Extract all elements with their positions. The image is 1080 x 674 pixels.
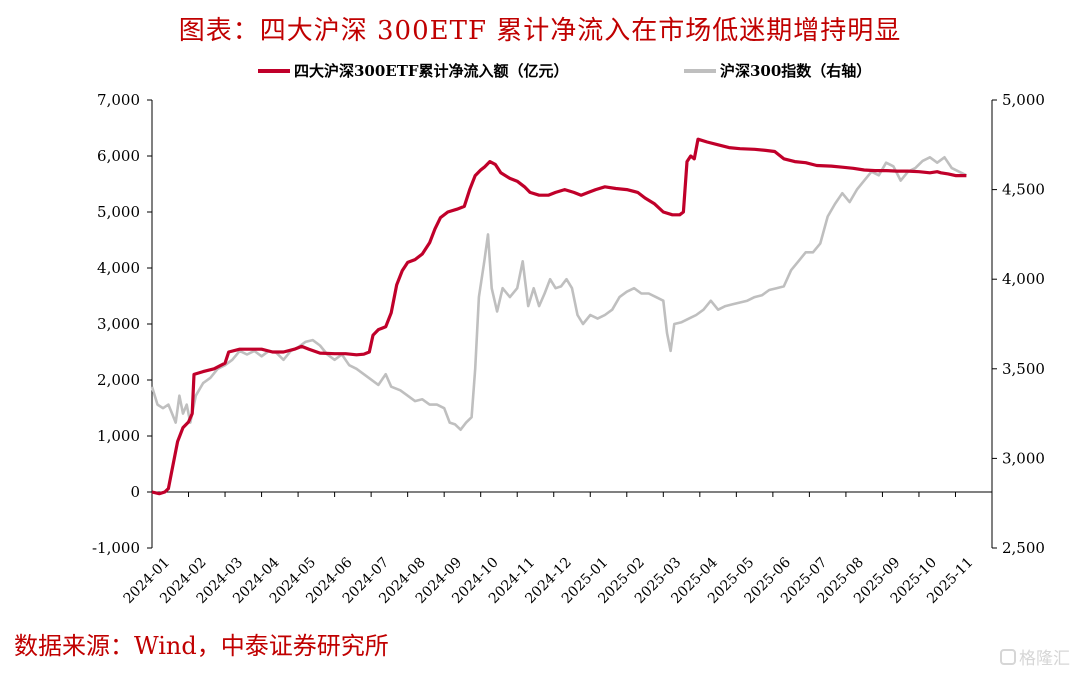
left-tick-label: 0 [130, 483, 140, 501]
legend-csi300-label: 沪深300指数（右轴） [720, 62, 871, 80]
right-tick-label: 4,000 [1002, 270, 1045, 288]
right-tick-label: 3,500 [1002, 360, 1045, 378]
watermark-text: 格隆汇 [1019, 649, 1070, 669]
left-tick-label: 2,000 [97, 371, 140, 389]
right-tick-label: 2,500 [1002, 539, 1045, 557]
right-tick-label: 4,500 [1002, 181, 1045, 199]
data-source-note: 数据来源：Wind，中泰证券研究所 [14, 632, 389, 660]
series-line-csi300 [150, 156, 967, 431]
legend-etf-inflow-label: 四大沪深300ETF累计净流入额（亿元） [294, 62, 569, 80]
left-tick-label: -1,000 [92, 539, 140, 557]
right-tick-label: 5,000 [1002, 91, 1045, 109]
left-tick-label: 6,000 [97, 147, 140, 165]
right-tick-label: 3,000 [1002, 449, 1045, 467]
chart-title: 图表：四大沪深 300ETF 累计净流入在市场低迷期增持明显 [178, 16, 902, 46]
series-line-etf-inflow [151, 137, 967, 496]
left-tick-label: 1,000 [97, 427, 140, 445]
watermark-logo-icon [1000, 648, 1016, 665]
watermark: 格隆汇 [1000, 644, 1070, 669]
left-tick-label: 7,000 [97, 91, 140, 109]
left-tick-label: 4,000 [97, 259, 140, 277]
left-tick-label: 5,000 [97, 203, 140, 221]
left-tick-label: 3,000 [97, 315, 140, 333]
